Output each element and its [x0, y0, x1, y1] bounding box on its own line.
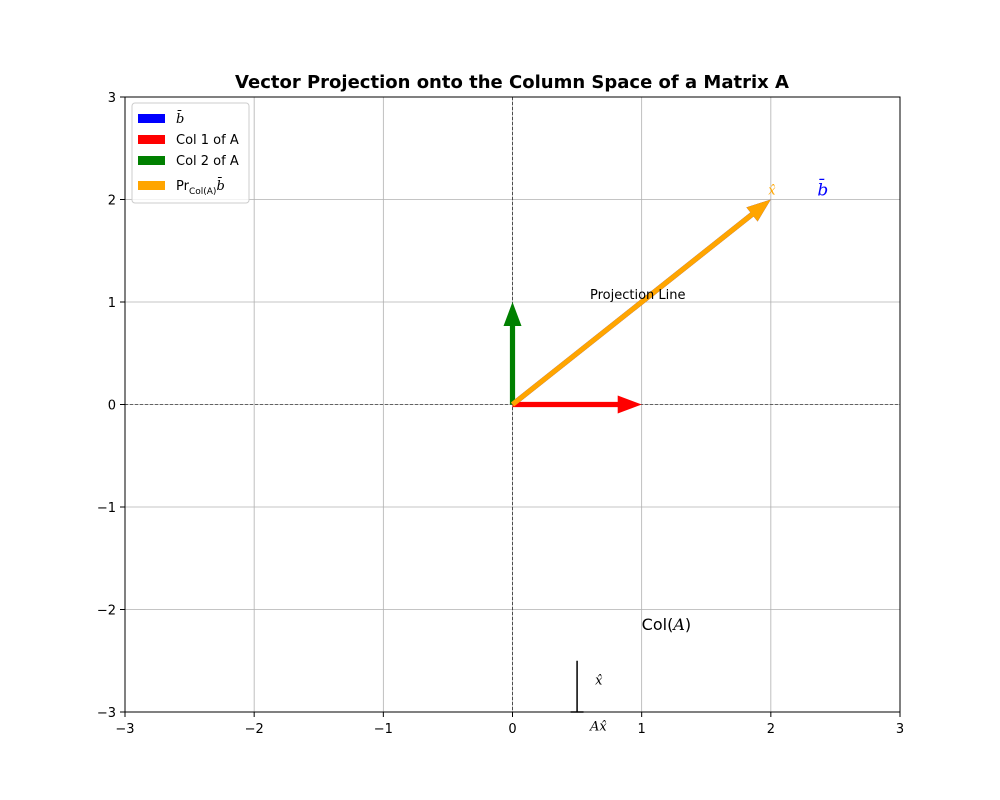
annotation-2: Projection Line	[590, 288, 686, 303]
legend-swatch-3	[138, 181, 165, 190]
vectors	[503, 199, 771, 414]
y-tick-label: 3	[108, 91, 116, 106]
legend-label-0: b̄	[176, 110, 184, 127]
legend-box	[131, 102, 250, 204]
x-tick-label: 0	[508, 722, 516, 737]
annotation-5: Ax̂	[589, 719, 607, 734]
annotation-0: x̂	[768, 183, 776, 198]
chart-title: Vector Projection onto the Column Space …	[235, 72, 789, 93]
legend: b̄ Col 1 of A Col 2 of A PrCol(A)b̄	[131, 102, 250, 204]
y-tick-label: −2	[97, 604, 116, 619]
x-tick-label: −3	[115, 722, 134, 737]
x-tick-label: −1	[374, 722, 393, 737]
annotation-3: Col(A)	[642, 615, 691, 634]
legend-label-2: Col 2 of A	[176, 154, 239, 169]
legend-label-3: PrCol(A)b̄	[176, 177, 225, 197]
y-tick-label: 2	[108, 194, 116, 209]
y-tick-label: −1	[97, 501, 116, 516]
legend-label-1: Col 1 of A	[176, 133, 239, 148]
annotation-4: x̂	[595, 673, 603, 688]
x-tick-label: 3	[896, 722, 904, 737]
x-tick-label: 1	[638, 722, 646, 737]
legend-swatch-0	[138, 114, 165, 123]
legend-swatch-1	[138, 135, 165, 144]
x-tick-label: 2	[767, 722, 775, 737]
ticks: −3 −2 −1 0 1 2 3 −3 −2 −1 0 1 2 3	[97, 91, 904, 737]
vector-arrow-2	[503, 302, 522, 405]
y-tick-label: 0	[108, 399, 116, 414]
vector-arrow-1	[512, 395, 642, 414]
y-tick-label: 1	[108, 296, 116, 311]
vector-arrow-3	[510, 199, 771, 407]
y-tick-label: −3	[97, 706, 116, 721]
annotations: x̂ b̄ Projection Line Col(A) x̂ Ax̂	[589, 178, 828, 735]
annotation-1: b̄	[817, 178, 828, 201]
x-tick-label: −2	[245, 722, 264, 737]
legend-swatch-2	[138, 156, 165, 165]
